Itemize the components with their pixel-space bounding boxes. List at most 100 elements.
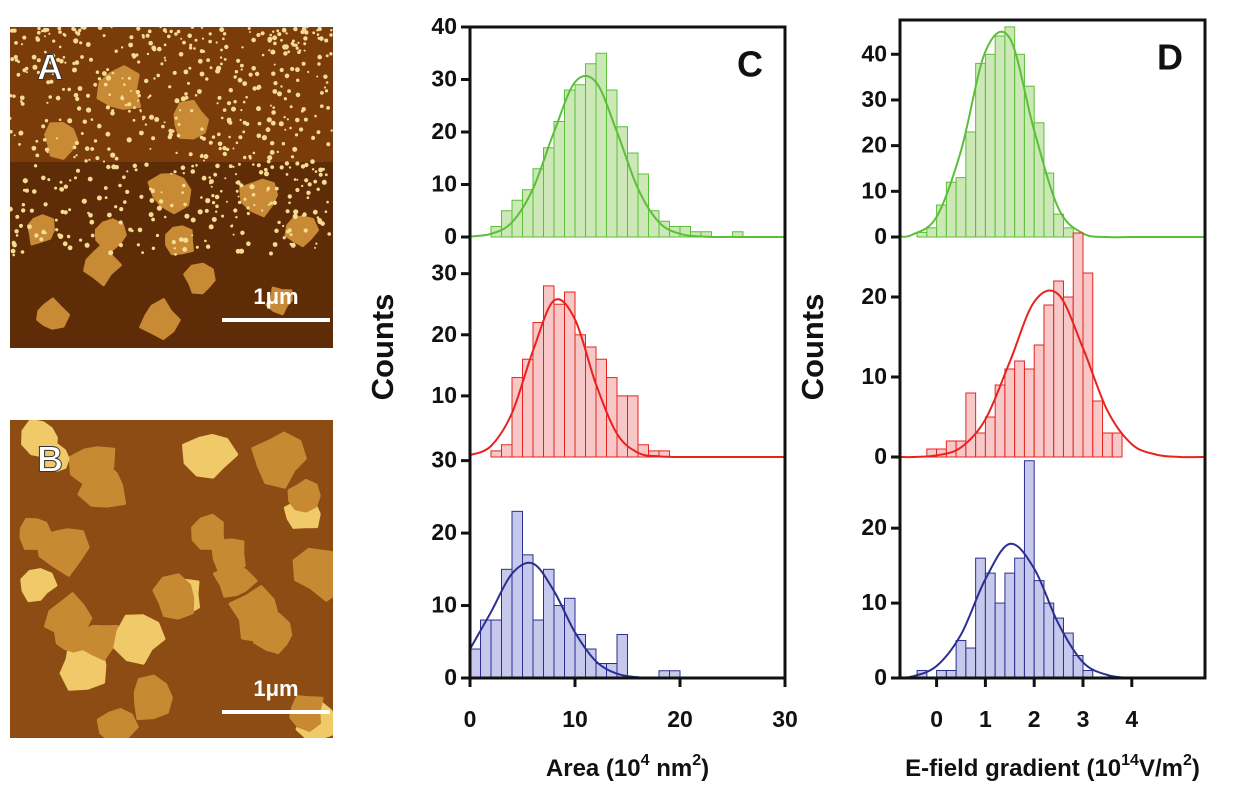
particle [172,70,177,75]
particle [290,242,296,248]
particle [302,212,307,217]
particle [62,56,66,59]
domain [44,592,93,645]
particle [177,123,181,126]
y-tick-label: 30 [861,86,887,112]
particle [329,52,333,56]
particle [63,210,68,215]
y-tick-label: 0 [874,664,887,690]
particle [301,61,306,66]
afm-image-a [10,27,333,348]
particle [73,38,79,44]
particle [179,109,182,112]
particle [284,128,287,131]
particle [180,165,186,170]
particle [190,27,195,29]
particle [330,29,333,32]
histogram-bar [1072,655,1084,679]
particle [79,41,83,45]
particle [303,49,306,52]
particle [219,56,223,59]
particle [295,46,299,50]
particle [301,184,304,188]
particle [282,44,288,50]
particle [175,151,178,155]
particle [148,94,152,98]
particle [220,189,223,193]
particle [44,50,47,54]
particle [270,165,275,170]
particle [197,89,202,94]
particle [277,91,282,97]
particle [234,173,238,176]
domain [253,612,293,655]
particle [246,211,250,216]
particle [274,228,279,233]
particle [312,31,316,35]
particle [224,177,227,180]
particle [126,170,129,173]
particle [283,51,288,56]
particle [242,120,247,125]
particle [106,68,110,72]
particle [189,43,193,47]
histogram-bar [926,227,938,238]
particle [282,224,285,228]
particle [220,116,224,120]
histogram-bar [955,640,967,679]
particle [231,106,236,112]
particle [74,140,79,146]
particle [307,182,312,187]
particle [307,70,310,74]
x-tick-label: 2 [1028,706,1041,732]
histogram-bar [553,605,565,679]
particle [12,253,15,257]
particle [269,201,273,205]
particle [58,233,64,239]
particle [137,93,141,98]
particle [317,54,323,60]
particle [114,205,118,209]
particle [123,200,127,204]
particle [324,38,329,43]
particle [149,147,152,150]
histogram-bar [1004,572,1016,679]
particle [62,87,65,91]
y-tick-label: 0 [874,443,887,469]
particle [241,46,244,49]
particle [110,111,115,116]
particle [20,43,24,46]
histogram-bar [975,557,986,679]
particle [182,247,188,252]
particle [222,37,225,41]
particle [205,244,211,249]
particle [249,184,255,190]
particle [194,38,198,42]
particle [121,77,124,80]
particle [75,154,78,157]
histogram-bar [1053,280,1064,458]
particle [279,165,284,170]
y-tick-label: 10 [861,177,887,203]
particle [62,32,66,36]
particle [220,48,223,52]
particle [10,117,12,120]
scale-bar-label: 1μm [253,284,298,309]
particle [41,175,46,181]
histogram-bar [522,189,534,238]
particle [222,151,227,157]
particle [204,208,209,213]
domain [251,431,307,489]
particle [157,46,162,52]
particle [217,141,223,147]
particle [289,105,293,109]
particle [279,123,282,126]
particle [183,202,187,207]
domain [78,624,119,661]
particle [238,248,245,254]
particle [316,75,319,78]
label-part: Area (10 [546,755,641,782]
histogram-bar [564,597,576,679]
superscript: 2 [692,752,701,769]
particle [199,71,205,77]
